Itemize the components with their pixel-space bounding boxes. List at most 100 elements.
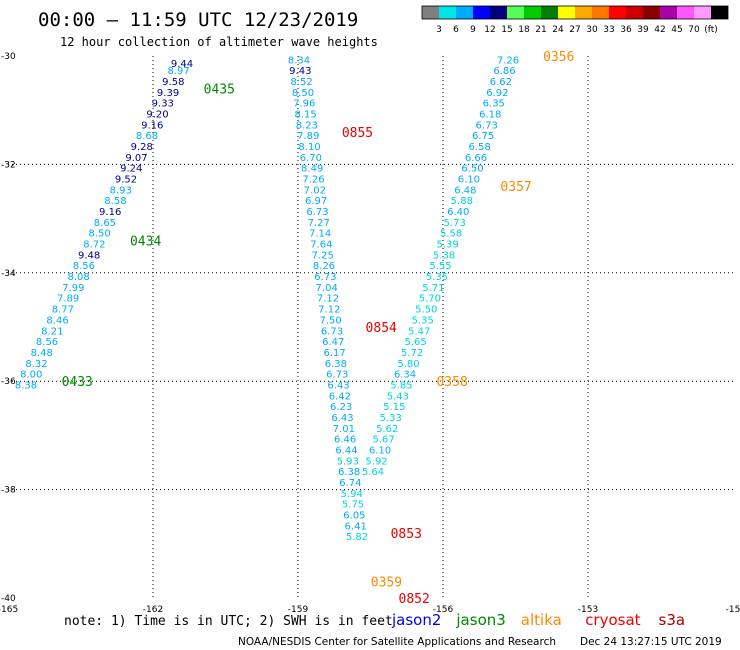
swh-value-label: 7.04 — [316, 283, 338, 294]
track-time-label: 0358 — [436, 375, 467, 390]
swh-value-label: 7.12 — [318, 305, 340, 316]
swh-value-label: 7.96 — [293, 99, 315, 110]
swh-value-label: 9.39 — [157, 88, 179, 99]
swh-value-label: 8.48 — [31, 348, 53, 359]
legend: jason2 jason3 altika cryosat s3a — [391, 611, 685, 629]
swh-value-label: 8.15 — [294, 109, 316, 120]
legend-entry: s3a — [659, 611, 686, 629]
swh-value-label: 6.35 — [483, 99, 505, 110]
track-time-label: 0853 — [391, 527, 422, 542]
swh-value-label: 8.49 — [301, 164, 323, 175]
y-tick-label: -40 — [1, 594, 16, 604]
colorbar-swatch — [422, 6, 439, 19]
swh-value-label: 9.58 — [162, 77, 184, 88]
swh-value-label: 5.50 — [415, 305, 437, 316]
colorbar-swatch — [643, 6, 660, 19]
track-time-label: 0434 — [130, 234, 161, 249]
swh-value-label: 5.43 — [387, 391, 409, 402]
footer-timestamp: Dec 24 13:27:15 UTC 2019 — [580, 636, 722, 648]
track-time-label: 0356 — [543, 50, 574, 65]
y-tick-label: -36 — [1, 377, 16, 387]
track-time-label: 0854 — [366, 321, 397, 336]
swh-value-label: 8.26 — [313, 261, 335, 272]
colorbar-label: 6 — [453, 25, 459, 35]
track-time-label: 0357 — [500, 180, 531, 195]
swh-value-label: 8.65 — [94, 218, 116, 229]
swh-value-label: 9.16 — [99, 207, 121, 218]
swh-value-label: 7.89 — [297, 131, 319, 142]
swh-value-label: 8.56 — [73, 261, 95, 272]
swh-value-label: 6.50 — [461, 164, 483, 175]
swh-value-label: 9.33 — [152, 99, 174, 110]
swh-value-label: 8.93 — [110, 185, 132, 196]
swh-value-label: 7.14 — [309, 229, 331, 240]
swh-value-label: 8.46 — [46, 315, 68, 326]
swh-value-label: 9.28 — [131, 142, 153, 153]
swh-value-label: 6.43 — [331, 413, 353, 424]
y-tick-label: -30 — [1, 52, 16, 62]
footer-note: note: 1) Time is in UTC; 2) SWH is in fe… — [64, 614, 393, 629]
swh-value-label: 6.73 — [314, 272, 336, 283]
swh-value-label: 5.38 — [433, 250, 455, 261]
colorbar-swatch — [439, 6, 456, 19]
swh-value-label: 5.94 — [341, 489, 363, 500]
swh-value-label: 6.47 — [322, 337, 344, 348]
swh-value-label: 6.66 — [465, 153, 487, 164]
track-time-label: 0359 — [371, 576, 402, 591]
swh-value-label: 7.26 — [302, 174, 324, 185]
swh-value-label: 5.35 — [426, 272, 448, 283]
swh-value-label: 8.58 — [104, 196, 126, 207]
colorbar-label: 12 — [484, 25, 495, 35]
swh-value-label: 7.50 — [320, 315, 342, 326]
swh-value-label: 6.92 — [486, 88, 508, 99]
track-time-label: 0435 — [204, 83, 235, 98]
swh-value-label: 8.10 — [298, 142, 320, 153]
swh-value-label: 6.34 — [394, 370, 416, 381]
legend-entry: altika — [521, 611, 562, 629]
swh-value-label: 8.50 — [292, 88, 314, 99]
swh-value-label: 7.02 — [304, 185, 326, 196]
colorbar-swatch — [626, 6, 643, 19]
page-subtitle: 12 hour collection of altimeter wave hei… — [60, 35, 378, 49]
swh-value-label: 9.52 — [115, 174, 137, 185]
colorbar-swatch — [694, 6, 711, 19]
swh-value-label: 7.12 — [317, 294, 339, 305]
colorbar-swatch — [558, 6, 575, 19]
swh-value-label: 9.43 — [289, 66, 311, 77]
x-tick-label: -162 — [143, 605, 163, 615]
swh-value-label: 5.33 — [380, 413, 402, 424]
swh-value-label: 5.35 — [412, 315, 434, 326]
swh-value-label: 6.05 — [343, 511, 365, 522]
colorbar-swatch — [711, 6, 728, 19]
swh-value-label: 6.74 — [339, 478, 361, 489]
swh-value-label: 9.44 — [171, 59, 193, 70]
colorbar-label: 18 — [518, 25, 530, 35]
swh-value-label: 5.15 — [383, 402, 405, 413]
swh-value-label: 9.24 — [120, 164, 142, 175]
swh-value-label: 5.75 — [342, 500, 364, 511]
colorbar: 3 6 9 12 15 18 21 24 27 30 33 36 39 42 45 70 (ft) — [421, 5, 729, 35]
colorbar-label: 45 — [671, 25, 682, 35]
swh-value-label: 7.89 — [57, 294, 79, 305]
swh-value-label: 5.93 — [337, 456, 359, 467]
swh-value-label: 5.65 — [404, 337, 426, 348]
colorbar-swatch — [609, 6, 626, 19]
swh-value-label: 8.97 — [167, 66, 189, 77]
swh-value-label: 6.73 — [326, 370, 348, 381]
colorbar-swatch — [660, 6, 677, 19]
swh-value-label: 8.34 — [288, 55, 310, 66]
footer-credit: NOAA/NESDIS Center for Satellite Applica… — [238, 636, 556, 648]
colorbar-label: (ft) — [704, 25, 718, 35]
colorbar-swatch — [490, 6, 507, 19]
colorbar-label: 9 — [470, 25, 476, 35]
swh-value-label: 8.32 — [25, 359, 47, 370]
swh-value-label: 8.00 — [20, 370, 42, 381]
swh-value-label: 6.17 — [323, 348, 345, 359]
colorbar-swatch — [473, 6, 490, 19]
axis-ticks: -165 -162 -159 -156 -153 -15 -30 -32 -34 -36 -38 -4… — [0, 52, 740, 615]
colorbar-swatch — [507, 6, 524, 19]
colorbar-label: 3 — [436, 25, 442, 35]
swh-value-label: 6.73 — [306, 207, 328, 218]
legend-entry: jason2 — [391, 611, 441, 629]
